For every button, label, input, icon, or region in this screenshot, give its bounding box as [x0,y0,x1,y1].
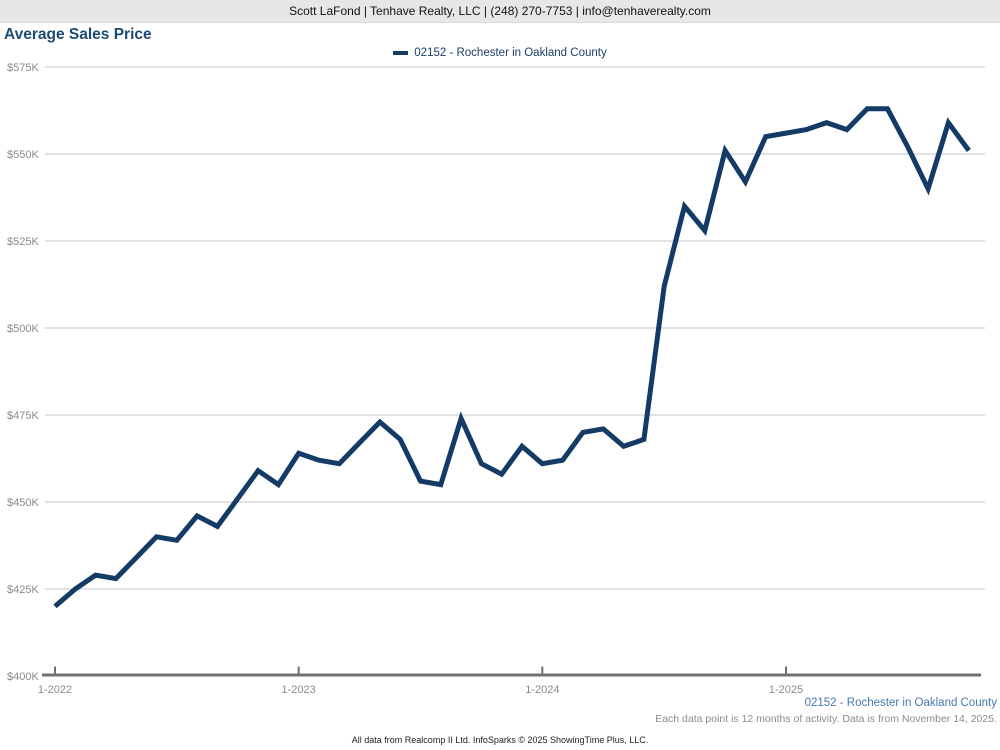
legend-line-swatch [393,51,409,55]
y-axis-label: $575K [7,62,39,74]
x-axis-tick [785,666,787,674]
footer-note: Each data point is 12 months of activity… [655,713,997,725]
x-axis-label: 1-2025 [769,684,803,696]
x-axis-line [42,673,981,677]
footer-series-label: 02152 - Rochester in Oakland County [804,697,997,709]
contact-info-text: Scott LaFond | Tenhave Realty, LLC | (24… [289,4,711,18]
x-axis-label: 1-2024 [525,684,559,696]
x-axis-label: 1-2023 [282,684,316,696]
y-axis-label: $450K [7,497,39,509]
chart-legend: 02152 - Rochester in Oakland County [0,47,1000,59]
y-axis-label: $400K [7,671,39,683]
legend-label: 02152 - Rochester in Oakland County [414,47,607,59]
page-title: Average Sales Price [4,26,152,43]
x-axis-tick [297,666,300,674]
header-bar: Scott LaFond | Tenhave Realty, LLC | (24… [0,0,1000,23]
y-axis-label: $425K [7,584,39,596]
x-axis-tick [54,666,56,674]
x-axis-label: 1-2022 [38,684,72,696]
y-axis-label: $475K [7,410,39,422]
x-axis-tick [541,666,544,674]
footer-attribution: All data from Realcomp II Ltd. InfoSpark… [351,735,649,745]
y-axis-label: $550K [7,149,39,161]
y-axis-label: $525K [7,236,39,248]
y-axis-label: $500K [7,323,39,335]
price-trend-line [53,106,971,609]
